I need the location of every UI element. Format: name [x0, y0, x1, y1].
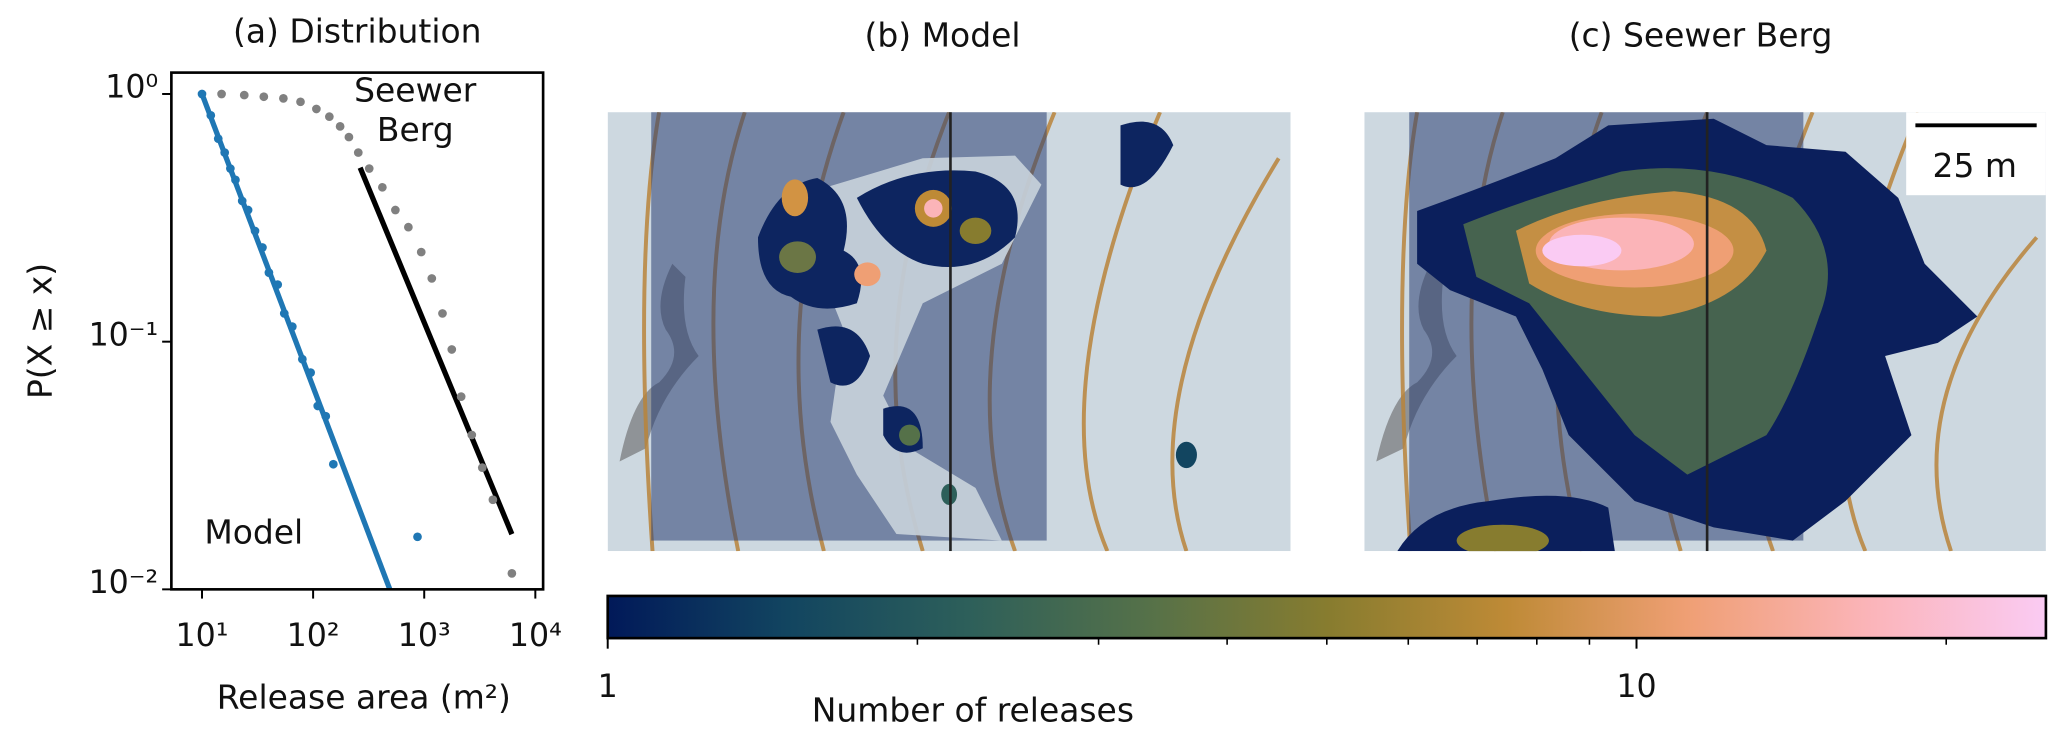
data-point: [226, 164, 235, 173]
plot-frame: [170, 71, 545, 591]
legend-label: Seewer Berg: [354, 71, 477, 150]
data-point: [427, 274, 437, 283]
colorbar-label: Number of releases: [812, 690, 1134, 729]
data-point: [258, 243, 267, 252]
data-point: [456, 392, 466, 401]
y-axis-label: P(X ≥ x): [21, 263, 60, 399]
map-c: [1364, 112, 2046, 552]
data-point: [273, 280, 283, 289]
data-point: [488, 495, 498, 505]
data-point: [416, 247, 426, 257]
x-tick-label: 10⁴: [509, 618, 562, 654]
data-point: [231, 175, 240, 185]
legend-label-box: Seewer Berg: [354, 71, 477, 150]
chart-title: (a) Distribution: [233, 12, 482, 51]
colorbar-tick-label: 1: [598, 669, 618, 705]
data-point: [312, 104, 321, 114]
data-point: [237, 196, 247, 206]
data-point: [391, 205, 400, 215]
data-point: [306, 368, 315, 377]
data-point: [239, 90, 249, 100]
panel-title: (b) Model: [865, 16, 1021, 55]
data-point: [197, 89, 207, 99]
x-tick-label: 10³: [398, 618, 451, 654]
data-point: [297, 354, 307, 364]
data-point: [321, 411, 331, 421]
y-tick-label: 10⁻¹: [89, 317, 159, 353]
data-point: [259, 92, 269, 102]
map-b: [607, 112, 1291, 552]
data-point: [325, 112, 334, 122]
data-point: [206, 110, 216, 120]
data-point: [217, 89, 226, 99]
data-point: [438, 309, 447, 318]
data-point: [477, 463, 487, 473]
data-point: [287, 322, 297, 331]
data-point: [279, 94, 288, 103]
data-point: [250, 226, 260, 236]
data-point: [467, 430, 477, 440]
data-point: [335, 122, 345, 131]
x-axis-label: Release area (m²): [217, 677, 511, 716]
data-point: [220, 148, 230, 157]
colorbar: [606, 594, 2048, 640]
colorbar-tick-label: 10: [1616, 669, 1656, 705]
data-point: [328, 459, 338, 469]
x-tick-label: 10¹: [176, 618, 229, 654]
data-point: [243, 205, 253, 215]
data-point: [279, 309, 289, 318]
data-point: [353, 148, 363, 157]
data-point: [364, 164, 374, 173]
data-point: [213, 134, 223, 144]
panel-title: (c) Seewer Berg: [1569, 16, 1833, 55]
data-point: [404, 222, 413, 232]
data-point: [296, 97, 305, 107]
data-point: [264, 268, 274, 277]
data-point: [378, 182, 387, 192]
data-point: [447, 345, 457, 354]
scale-bar-label: 25 m: [1932, 146, 2016, 185]
legend-label: Model: [204, 512, 303, 551]
data-point: [313, 401, 323, 411]
y-tick-label: 10⁻²: [89, 565, 159, 601]
fit-line: [357, 166, 515, 536]
data-point: [344, 132, 354, 142]
data-point: [507, 569, 517, 578]
x-tick-label: 10²: [287, 618, 340, 654]
data-point: [413, 532, 422, 542]
y-tick-label: 10⁰: [105, 70, 158, 106]
